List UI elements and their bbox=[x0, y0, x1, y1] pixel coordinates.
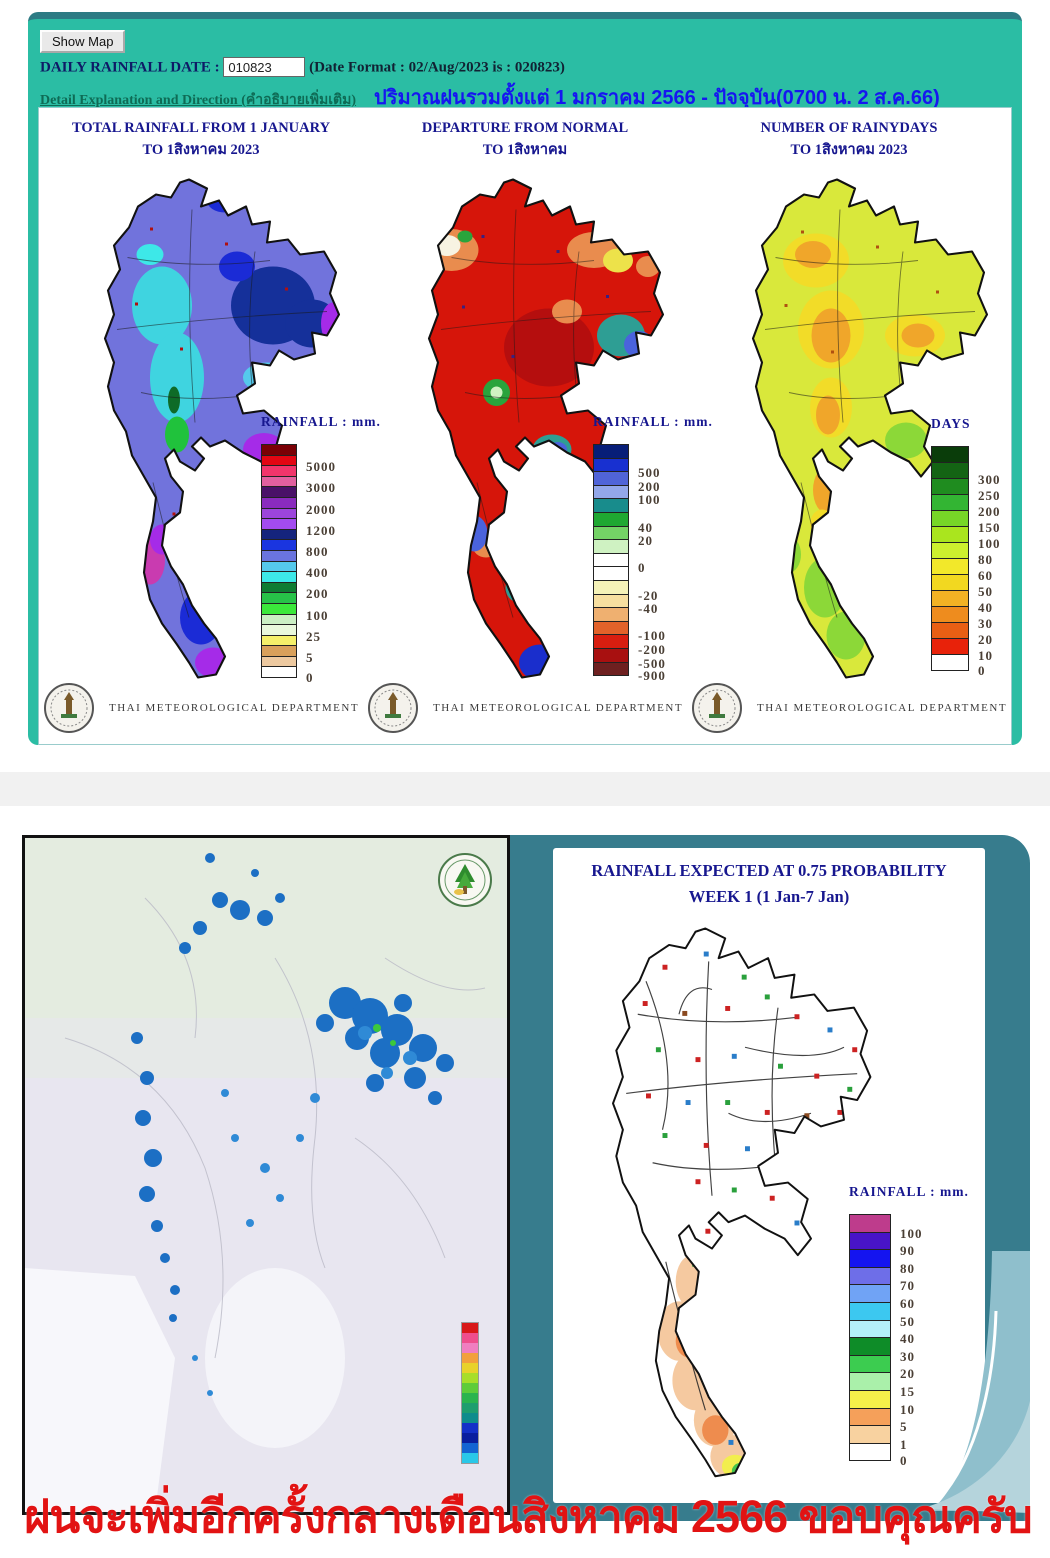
date-row: DAILY RAINFALL DATE : (Date Format : 02/… bbox=[40, 57, 565, 77]
date-format-note: (Date Format : 02/Aug/2023 is : 020823) bbox=[309, 59, 565, 76]
thai-period-title: ปริมาณฝนรวมตั้งแต่ 1 มกราคม 2566 - ปัจจุ… bbox=[374, 87, 940, 109]
map-title: DEPARTURE FROM NORMAL TO 1สิงหาคม bbox=[421, 120, 629, 158]
daily-rainfall-date-input[interactable] bbox=[223, 57, 306, 77]
map-departure-from-normal: DEPARTURE FROM NORMAL TO 1สิงหาคม bbox=[363, 108, 712, 744]
map-footer: THAI METEOROLOGICAL DEPARTMENT bbox=[43, 682, 359, 734]
section-divider bbox=[0, 772, 1050, 806]
thai-caption: ฝนจะเพิ่มอีกครั้งกลางเดือนสิงหาคม 2566 ข… bbox=[24, 1491, 1033, 1542]
footer-text: THAI METEOROLOGICAL DEPARTMENT bbox=[433, 702, 684, 714]
probability-card: RAINFALL EXPECTED AT 0.75 PROBABILITY WEE… bbox=[553, 848, 985, 1503]
tmd-seal-icon bbox=[692, 683, 742, 733]
footer-text: THAI METEOROLOGICAL DEPARTMENT bbox=[757, 702, 1008, 714]
daily-rainfall-panel: Show Map DAILY RAINFALL DATE : (Date For… bbox=[28, 12, 1022, 745]
map-footer: THAI METEOROLOGICAL DEPARTMENT bbox=[691, 682, 1007, 734]
corner-swoosh bbox=[920, 1251, 1030, 1513]
legend-probability: RAINFALL : mm. 100 90 80 70 60 50 40 30 20 15 10 5 1… bbox=[849, 1184, 969, 1469]
map-total-rainfall: TOTAL RAINFALL FROM 1 JANUARY TO 1สิงหาคม… bbox=[39, 108, 380, 744]
detail-explanation-link[interactable]: Detail Explanation and Direction (คำอธิบ… bbox=[40, 93, 357, 108]
map-title: NUMBER OF RAINYDAYS TO 1สิงหาคม 2023 bbox=[760, 120, 938, 158]
date-label: DAILY RAINFALL DATE : bbox=[40, 59, 220, 76]
radar-accumulation-map bbox=[22, 835, 510, 1515]
probability-panel: RAINFALL EXPECTED AT 0.75 PROBABILITY WEE… bbox=[510, 835, 1030, 1521]
radar-map-image bbox=[25, 838, 507, 1512]
legend-rainy-days: DAYS 300 250 200 150 100 80 60 50 40 30 20 10 0 bbox=[931, 416, 1001, 678]
legend-departure: RAINFALL : mm. 500 200 100 40 20 0 -20 -40 -100-… bbox=[593, 414, 713, 683]
footer-text: THAI METEOROLOGICAL DEPARTMENT bbox=[109, 702, 360, 714]
legend-total-rainfall: RAINFALL : mm. 5000 3000 2000 1200 800 400 200… bbox=[261, 414, 381, 685]
thailand-map-rainy-days bbox=[751, 178, 989, 679]
thailand-map-probability bbox=[612, 927, 872, 1478]
map-footer: THAI METEOROLOGICAL DEPARTMENT bbox=[367, 682, 683, 734]
thailand-map-total-rainfall bbox=[103, 178, 341, 679]
royal-rainmaking-logo-icon bbox=[438, 853, 492, 907]
legend-title: RAINFALL : mm. bbox=[261, 414, 381, 429]
probability-title: RAINFALL EXPECTED AT 0.75 PROBABILITY WEE… bbox=[591, 861, 947, 907]
show-map-button[interactable]: Show Map bbox=[40, 30, 126, 53]
map-title: TOTAL RAINFALL FROM 1 JANUARY TO 1สิงหาคม… bbox=[71, 120, 331, 158]
thailand-map-departure bbox=[427, 178, 665, 679]
map-rainy-days: NUMBER OF RAINYDAYS TO 1สิงหาคม 2023 bbox=[687, 108, 1011, 744]
legend-title: RAINFALL : mm. bbox=[849, 1184, 969, 1199]
detail-row: Detail Explanation and Direction (คำอธิบ… bbox=[40, 81, 940, 113]
legend-title: DAYS bbox=[931, 416, 971, 431]
tmd-seal-icon bbox=[368, 683, 418, 733]
radar-color-scale bbox=[461, 1322, 479, 1464]
legend-title: RAINFALL : mm. bbox=[593, 414, 713, 429]
maps-panel: TOTAL RAINFALL FROM 1 JANUARY TO 1สิงหาคม… bbox=[38, 107, 1012, 745]
tmd-seal-icon bbox=[44, 683, 94, 733]
